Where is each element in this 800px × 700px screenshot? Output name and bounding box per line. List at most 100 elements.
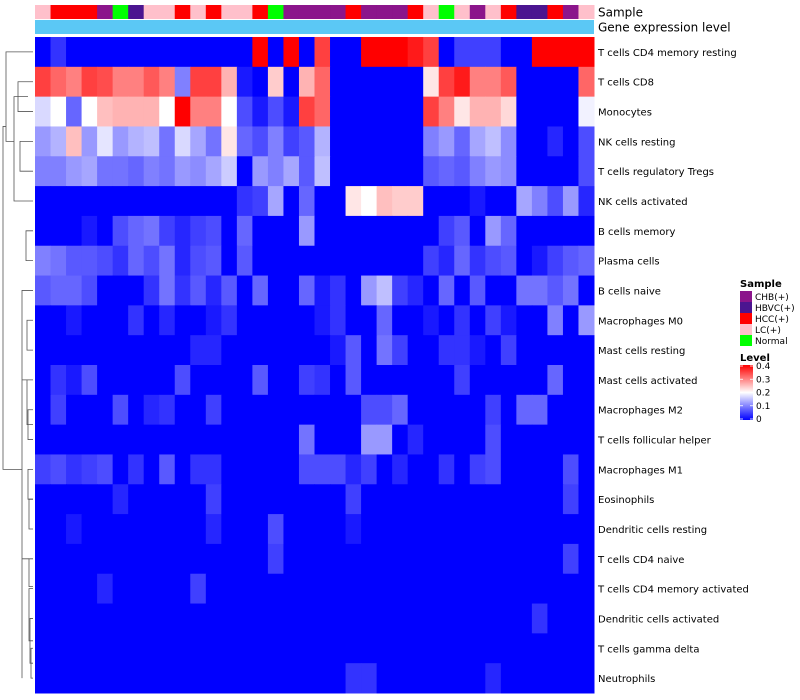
heatmap-cell <box>267 514 284 545</box>
row-dendrogram <box>2 51 33 679</box>
heatmap-cell <box>454 156 471 187</box>
dendrogram-branch <box>22 379 29 560</box>
heatmap-cell <box>531 365 548 396</box>
heatmap-cell <box>236 215 253 247</box>
heatmap-cell <box>50 66 67 98</box>
sample-annotation-cell <box>143 5 160 19</box>
heatmap-cell <box>345 96 362 127</box>
heatmap-cell <box>562 126 579 157</box>
heatmap-cell <box>361 305 378 336</box>
heatmap-cell <box>547 335 564 366</box>
heatmap-cell <box>469 186 486 217</box>
heatmap-cell <box>485 215 502 247</box>
heatmap-cell <box>454 573 471 605</box>
heatmap-cell <box>35 245 52 277</box>
heatmap-cell <box>298 633 315 664</box>
heatmap-cell <box>407 603 424 634</box>
dendrogram-branch <box>26 379 33 426</box>
heatmap-cell <box>500 66 517 98</box>
heatmap-cell <box>438 365 455 396</box>
heatmap-cell <box>516 394 533 426</box>
heatmap-cell <box>97 66 114 98</box>
heatmap-cell <box>376 215 393 247</box>
heatmap-cell <box>205 424 222 455</box>
heatmap-cell <box>562 335 579 366</box>
heatmap-cell <box>50 454 67 485</box>
heatmap-cell <box>236 633 253 664</box>
heatmap-cell <box>128 186 145 217</box>
heatmap-cell <box>205 603 222 634</box>
heatmap-cell <box>376 126 393 157</box>
heatmap-cell <box>361 424 378 455</box>
heatmap-cell <box>283 126 300 157</box>
heatmap-cell <box>143 215 160 247</box>
heatmap-cell <box>190 663 207 694</box>
heatmap-cell <box>236 454 253 485</box>
sample-annotation-cell <box>423 5 440 19</box>
row-label: T cells gamma delta <box>597 644 699 655</box>
sample-annotation-cell <box>392 5 409 19</box>
heatmap-cell <box>190 484 207 515</box>
heatmap-cell <box>159 394 176 426</box>
dendrogram-branch <box>28 558 33 588</box>
sample-annotation-cell <box>252 5 269 19</box>
heatmap-cell <box>314 126 331 157</box>
heatmap-cell <box>361 96 378 127</box>
heatmap-cell <box>267 484 284 515</box>
heatmap-cell <box>531 126 548 157</box>
heatmap-cell <box>454 96 471 127</box>
heatmap-cell <box>159 156 176 187</box>
heatmap-cell <box>267 603 284 634</box>
heatmap-cell <box>298 215 315 247</box>
heatmap-cell <box>345 156 362 187</box>
heatmap-cell <box>345 275 362 306</box>
heatmap-cell <box>174 543 191 575</box>
heatmap-cell <box>66 394 83 426</box>
heatmap-cell <box>423 305 440 336</box>
heatmap-cell <box>562 663 579 694</box>
heatmap-cell <box>35 603 52 634</box>
heatmap-cell <box>298 126 315 157</box>
heatmap-cell <box>469 603 486 634</box>
heatmap-cell <box>298 305 315 336</box>
heatmap-cell <box>516 484 533 515</box>
heatmap-cell <box>143 305 160 336</box>
heatmap-cell <box>283 66 300 98</box>
heatmap-cell <box>438 514 455 545</box>
heatmap-cell <box>345 365 362 396</box>
heatmap-cell <box>330 543 347 575</box>
heatmap-cell <box>174 186 191 217</box>
heatmap-cell <box>562 245 579 277</box>
heatmap-cell <box>345 186 362 217</box>
heatmap-cell <box>485 484 502 515</box>
heatmap-cell <box>174 394 191 426</box>
heatmap-cell <box>143 126 160 157</box>
heatmap-cell <box>423 424 440 455</box>
heatmap-cell <box>50 156 67 187</box>
heatmap-cell <box>267 543 284 575</box>
heatmap-cell <box>423 96 440 127</box>
heatmap-cell <box>345 514 362 545</box>
heatmap-cell <box>438 156 455 187</box>
heatmap-cell <box>361 215 378 247</box>
heatmap-cell <box>345 245 362 277</box>
heatmap-cell <box>500 126 517 157</box>
sample-annotation-cell <box>578 5 595 19</box>
heatmap-cell <box>547 424 564 455</box>
heatmap-cell <box>174 305 191 336</box>
heatmap-cell <box>423 245 440 277</box>
heatmap-cell <box>485 275 502 306</box>
sample-annotation-cell <box>516 5 533 19</box>
heatmap-cell <box>50 633 67 664</box>
heatmap-cell <box>50 37 67 68</box>
heatmap-cell <box>469 37 486 68</box>
heatmap-cell <box>330 514 347 545</box>
heatmap-cell <box>438 275 455 306</box>
heatmap-cell <box>423 573 440 605</box>
heatmap-cell <box>314 484 331 515</box>
heatmap-cell <box>236 186 253 217</box>
heatmap-cell <box>97 543 114 575</box>
annotation-label-gene-expression: Gene expression level <box>598 21 731 35</box>
heatmap-cell <box>562 514 579 545</box>
heatmap-cell <box>205 663 222 694</box>
